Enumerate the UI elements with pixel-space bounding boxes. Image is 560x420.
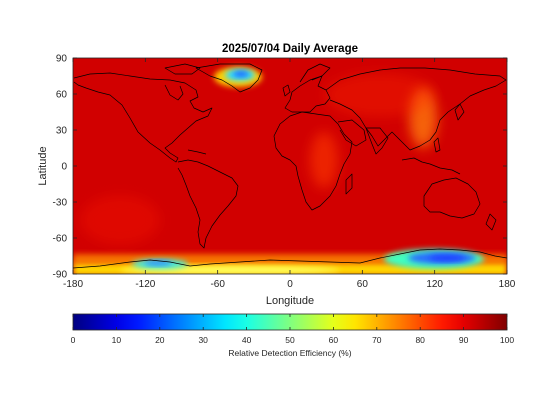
- x-tick-label: -120: [135, 279, 155, 290]
- y-axis: 90 60 30 0 -30 -60 -90: [53, 54, 507, 281]
- coastline-india: [365, 127, 389, 155]
- central-africa-highlight: [310, 132, 338, 188]
- map-area: [73, 58, 507, 274]
- coastline-philippines: [433, 137, 441, 153]
- colorbar-tick-label: 90: [459, 335, 469, 345]
- greenland-blue: [233, 71, 249, 77]
- y-tick-label: 30: [56, 126, 68, 137]
- x-axis-label: Longitude: [266, 295, 314, 307]
- x-tick-label: 0: [287, 279, 293, 290]
- coastline-africa: [273, 111, 353, 211]
- coastline-japan: [454, 103, 465, 121]
- y-tick-label: -90: [53, 270, 68, 281]
- y-axis-label: Latitude: [37, 146, 49, 185]
- colorbar-tick-label: 0: [71, 335, 76, 345]
- colorbar-label: Relative Detection Efficiency (%): [228, 348, 351, 358]
- west-antarctica-blue: [144, 260, 172, 266]
- y-tick-label: 0: [61, 162, 67, 173]
- y-tick-label: 90: [56, 54, 68, 65]
- y-tick-label: -30: [53, 198, 68, 209]
- coastline-hudson-bay: [164, 84, 184, 101]
- coastline-south-america: [177, 159, 239, 249]
- x-tick-label: 180: [499, 279, 516, 290]
- x-tick-label: -180: [63, 279, 83, 290]
- coastline-australia: [423, 177, 481, 219]
- eurasia-highlight: [325, 73, 435, 117]
- chart-title: 2025/07/04 Daily Average: [222, 43, 358, 55]
- south-pacific-highlight: [80, 195, 160, 245]
- colorbar-tick-label: 10: [112, 335, 122, 345]
- antarctic-band-orange: [73, 254, 507, 264]
- coastline-new-zealand: [485, 213, 497, 231]
- y-tick-label: 60: [56, 90, 68, 101]
- x-tick-label: -60: [210, 279, 225, 290]
- colorbar-tick-label: 100: [500, 335, 514, 345]
- east-antarctica-core: [429, 255, 465, 261]
- colorbar-ticks: 0 10 20 30 40 50 60 70 80 90 100: [71, 314, 514, 345]
- coastline-caribbean: [187, 149, 207, 155]
- x-axis: -180 -120 -60 0 60 120 180: [63, 58, 516, 290]
- efficiency-field: [73, 67, 507, 274]
- coastline-arctic-islands: [164, 63, 201, 75]
- x-tick-label: 120: [426, 279, 443, 290]
- colorbar-tick-label: 20: [155, 335, 165, 345]
- coastline-indonesia: [401, 157, 461, 175]
- coastlines: [73, 63, 507, 269]
- colorbar-tick-label: 70: [372, 335, 382, 345]
- coastline-greenland: [195, 63, 263, 93]
- coastline-antarctica: [73, 248, 507, 269]
- coastline-asia: [325, 67, 507, 151]
- coastline-scandinavia: [299, 63, 331, 83]
- coastline-british-isles: [282, 84, 291, 97]
- colorbar-tick-label: 30: [198, 335, 208, 345]
- colorbar-tick-label: 50: [285, 335, 295, 345]
- coastline-north-america: [73, 72, 213, 163]
- y-tick-label: -60: [53, 234, 68, 245]
- coastline-madagascar: [345, 173, 353, 195]
- colorbar-tick-label: 40: [242, 335, 252, 345]
- colorbar: 0 10 20 30 40 50 60 70 80 90 100 Relative Detectio…: [71, 313, 514, 358]
- colorbar-tick-label: 80: [415, 335, 425, 345]
- coastline-arabia: [337, 119, 367, 147]
- x-tick-label: 60: [357, 279, 369, 290]
- colorbar-tick-label: 60: [329, 335, 339, 345]
